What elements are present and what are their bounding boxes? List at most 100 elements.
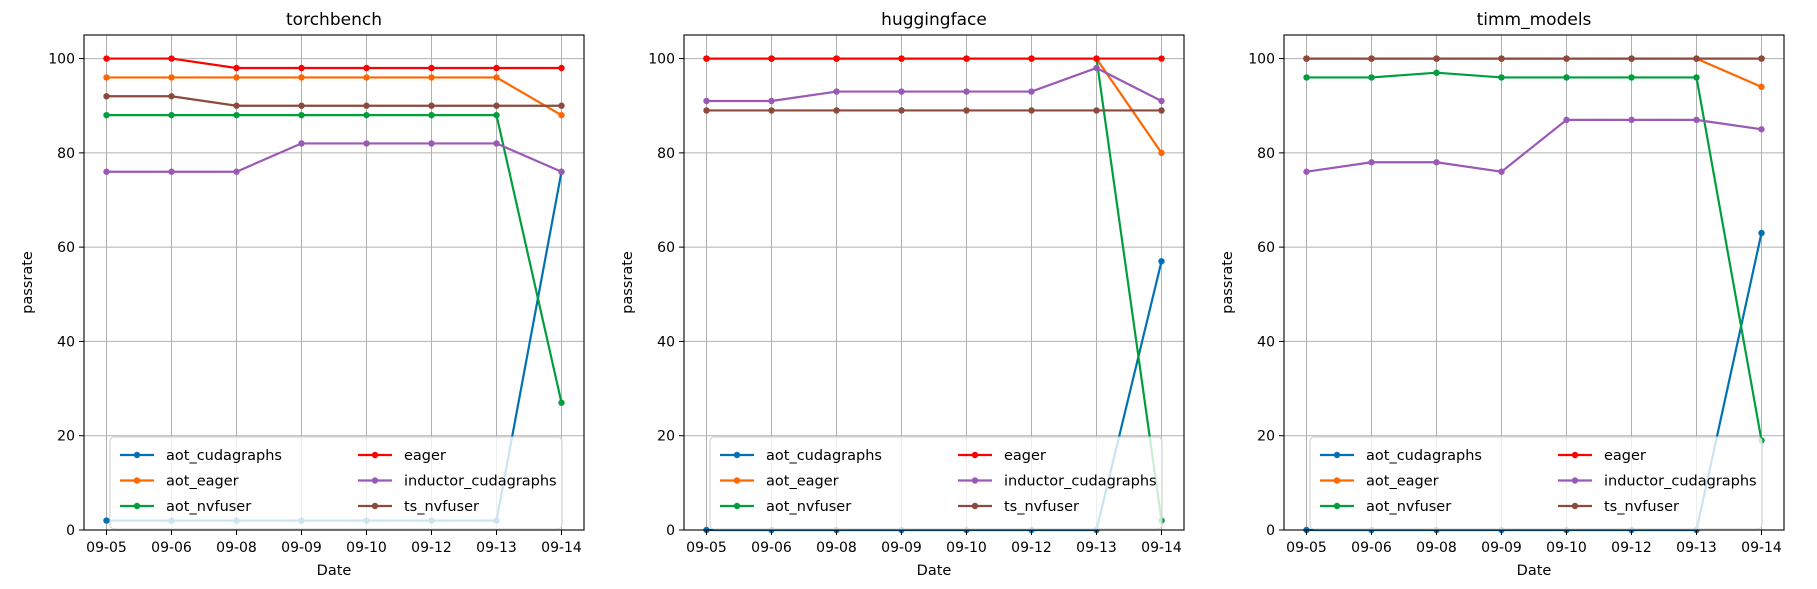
data-point	[233, 111, 240, 119]
data-point	[1693, 116, 1700, 124]
data-point	[1693, 74, 1700, 81]
series-line-inductor_cudagraphs	[706, 66, 1162, 103]
data-point	[493, 64, 500, 72]
legend-label: aot_eager	[766, 474, 839, 490]
data-point	[493, 111, 500, 119]
data-point	[168, 55, 175, 62]
y-tick-label: 60	[657, 240, 675, 256]
y-tick-label: 60	[1257, 240, 1275, 256]
series-line-aot_nvfuser	[1306, 71, 1763, 441]
data-point	[233, 64, 240, 72]
series-line-aot_eager	[1306, 57, 1762, 88]
data-point	[833, 88, 840, 95]
data-point	[103, 168, 110, 175]
data-point	[363, 111, 370, 119]
legend: aot_cudagraphs aot_eager aot_nvfuser eager i…	[109, 436, 563, 530]
legend-entry-aot_eager: aot_eager	[1320, 474, 1439, 490]
data-point	[1158, 149, 1165, 157]
data-point	[558, 168, 565, 175]
data-point	[833, 55, 840, 62]
data-point	[1498, 55, 1505, 62]
data-point	[1368, 159, 1375, 166]
data-point	[1433, 55, 1440, 62]
data-point	[428, 74, 435, 81]
x-tick-label: 09-10	[1546, 540, 1587, 556]
data-point	[1028, 55, 1035, 62]
x-tick-label: 09-06	[1351, 540, 1392, 556]
data-point	[1093, 64, 1100, 72]
series-inductor_cudagraphs	[1303, 116, 1765, 175]
legend-label: inductor_cudagraphs	[404, 474, 557, 490]
data-point	[168, 93, 175, 100]
data-point	[428, 111, 435, 119]
legend-label: aot_nvfuser	[766, 499, 851, 515]
legend-swatch-marker	[1571, 477, 1579, 484]
chart-panel-timm_models: 0 20 40 60 80 100 09-05 09-06 09-08 09-09 09-10 09-…	[1220, 10, 1785, 579]
data-point	[493, 74, 500, 81]
x-tick-label: 09-12	[1011, 540, 1052, 556]
y-tick-label: 0	[1266, 523, 1275, 539]
legend-swatch-marker	[371, 451, 379, 459]
data-point	[103, 517, 110, 524]
data-point	[963, 88, 970, 95]
data-point	[233, 74, 240, 81]
y-tick-label: 20	[1257, 429, 1275, 445]
legend-entry-aot_cudagraphs: aot_cudagraphs	[120, 448, 282, 464]
data-point	[168, 168, 175, 175]
legend-entry-inductor_cudagraphs: inductor_cudagraphs	[358, 474, 557, 490]
series-ts_nvfuser	[103, 93, 565, 109]
data-point	[103, 93, 110, 100]
legend-swatch-marker	[133, 477, 141, 484]
x-tick-label: 09-14	[1141, 540, 1182, 556]
legend-box	[1309, 436, 1763, 530]
x-tick-label: 09-09	[281, 540, 322, 556]
y-tick-label: 100	[48, 52, 75, 68]
legend-entry-eager: eager	[958, 448, 1046, 464]
data-point	[1433, 69, 1440, 76]
data-point	[1758, 55, 1765, 62]
data-point	[898, 88, 905, 95]
data-point	[963, 107, 970, 114]
y-axis-label: passrate	[1220, 251, 1236, 314]
data-point	[1758, 229, 1765, 237]
data-point	[1368, 74, 1375, 81]
data-point	[1158, 55, 1165, 62]
legend-label: aot_cudagraphs	[1366, 448, 1482, 464]
series-line-aot_eager	[706, 57, 1163, 154]
legend-label: eager	[1004, 448, 1046, 464]
series-line-ts_nvfuser	[106, 95, 562, 107]
legend-label: aot_eager	[166, 474, 239, 490]
y-tick-label: 0	[66, 523, 75, 539]
data-point	[1303, 55, 1310, 62]
series-eager	[703, 55, 1165, 62]
data-point	[1758, 126, 1765, 133]
y-tick-label: 60	[57, 240, 75, 256]
y-tick-label: 40	[1257, 334, 1275, 350]
legend-box	[709, 436, 1163, 530]
data-point	[1368, 55, 1375, 62]
x-tick-label: 09-08	[216, 540, 257, 556]
series-aot_eager	[103, 74, 565, 119]
data-point	[298, 111, 305, 119]
legend-label: aot_nvfuser	[166, 499, 251, 515]
legend-entry-inductor_cudagraphs: inductor_cudagraphs	[1558, 474, 1757, 490]
series-ts_nvfuser	[703, 107, 1165, 114]
data-point	[963, 55, 970, 62]
legend-swatch-marker	[733, 451, 741, 459]
y-tick-label: 100	[648, 52, 675, 68]
x-tick-label: 09-10	[346, 540, 387, 556]
legend-swatch-marker	[371, 502, 379, 510]
data-point	[298, 102, 305, 109]
x-axis-label: Date	[1517, 563, 1552, 579]
y-tick-label: 80	[57, 146, 75, 162]
data-point	[1563, 116, 1570, 124]
x-tick-label: 09-05	[1286, 540, 1327, 556]
x-tick-label: 09-08	[816, 540, 857, 556]
data-point	[1158, 258, 1165, 265]
x-axis-label: Date	[317, 563, 352, 579]
legend-swatch-marker	[1571, 502, 1579, 510]
series-inductor_cudagraphs	[103, 140, 565, 175]
x-tick-label: 09-12	[411, 540, 452, 556]
series-line-eager	[106, 57, 562, 70]
